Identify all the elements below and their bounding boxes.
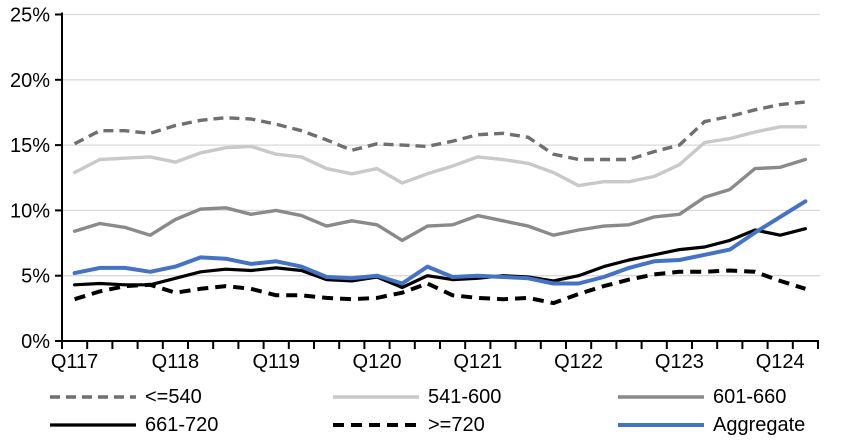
legend-label: Aggregate bbox=[713, 413, 806, 436]
series-line-601-660 bbox=[72, 157, 808, 243]
legend-label: 601-660 bbox=[713, 385, 787, 408]
legend-label: <=540 bbox=[145, 385, 202, 408]
legend-label: 661-720 bbox=[145, 413, 219, 436]
legend-line-swatch bbox=[50, 395, 136, 399]
series-line-541-600 bbox=[72, 125, 808, 188]
legend-item-541-600: 541-600 bbox=[332, 386, 501, 408]
legend-line-swatch bbox=[50, 423, 136, 427]
y-axis-label: 20% bbox=[10, 70, 50, 92]
x-axis-label: Q117 bbox=[51, 351, 98, 373]
y-axis-label: 25% bbox=[10, 5, 50, 27]
legend-line-swatch bbox=[333, 423, 419, 427]
y-axis-label: 15% bbox=[10, 135, 50, 157]
legend-label: >=720 bbox=[428, 413, 485, 436]
x-axis-label: Q124 bbox=[756, 351, 805, 373]
legend-label: 541-600 bbox=[428, 385, 502, 408]
legend-item--540: <=540 bbox=[49, 386, 202, 408]
legend-line-swatch bbox=[618, 423, 704, 427]
series-line-aggregate bbox=[72, 199, 808, 286]
legend-item-aggregate: Aggregate bbox=[617, 414, 805, 436]
legend-item-661-720: 661-720 bbox=[49, 414, 218, 436]
y-axis-label: 10% bbox=[10, 200, 50, 222]
y-axis-label: 5% bbox=[21, 266, 50, 288]
x-axis-label: Q122 bbox=[554, 351, 603, 373]
legend-item--720: >=720 bbox=[332, 414, 485, 436]
x-axis-label: Q120 bbox=[353, 351, 402, 373]
x-axis-label: Q121 bbox=[453, 351, 502, 373]
x-axis-label: Q119 bbox=[252, 351, 299, 373]
series-line-661-720 bbox=[72, 227, 808, 290]
x-axis-label: Q118 bbox=[152, 351, 199, 373]
legend-line-swatch bbox=[333, 395, 419, 399]
legend-item-601-660: 601-660 bbox=[617, 386, 786, 408]
legend-line-swatch bbox=[618, 395, 704, 399]
x-axis-label: Q123 bbox=[655, 351, 704, 373]
y-axis-label: 0% bbox=[21, 331, 50, 353]
series-line--540 bbox=[73, 100, 806, 162]
